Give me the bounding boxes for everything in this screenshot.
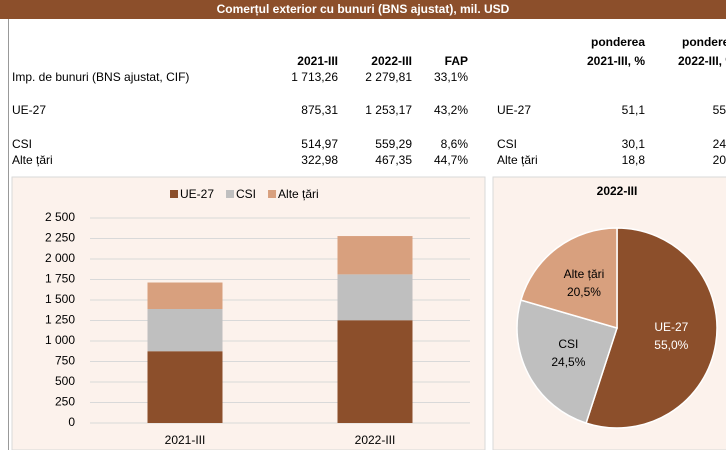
table-cell: 18,8: [622, 153, 646, 167]
y-tick-label: 1 750: [45, 272, 75, 286]
table-cell: 8,6%: [441, 137, 469, 151]
legend-swatch: [170, 190, 178, 198]
y-tick-label: 750: [55, 354, 75, 368]
pie-label: Alte țări: [564, 267, 605, 281]
legend-swatch: [268, 190, 277, 198]
table-cell: Imp. de bunuri (BNS ajustat, CIF): [12, 70, 189, 84]
column-header: ponderea: [682, 35, 726, 49]
table-cell: 33,1%: [434, 70, 468, 84]
table-cell: CSI: [12, 137, 32, 151]
table-cell: 44,7%: [434, 153, 468, 167]
column-header: ponderea: [591, 35, 645, 49]
bar-segment: [337, 236, 413, 275]
y-tick-label: 2 500: [45, 210, 75, 224]
table-cell: 30,1: [622, 137, 646, 151]
y-tick-label: 1 500: [45, 292, 75, 306]
pie-slice: [520, 227, 618, 329]
table-cell: 1 713,26: [291, 70, 338, 84]
pie-title: 2022-III: [597, 184, 638, 198]
pie-value-label: 24,5%: [551, 355, 585, 369]
table-cell: 467,35: [375, 153, 412, 167]
x-tick-label: 2021-III: [165, 433, 206, 447]
table-cell: 559,29: [375, 137, 412, 151]
table-cell: Alte țări: [497, 153, 538, 167]
table-cell: UE-27: [12, 103, 46, 117]
bar-segment: [337, 320, 413, 423]
bar-segment: [147, 308, 223, 352]
column-header: FAP: [445, 54, 468, 68]
table-cell: 55,0: [713, 103, 726, 117]
y-tick-label: 1 000: [45, 333, 75, 347]
sheet-title: Comerțul exterior cu bunuri (BNS ajustat…: [217, 2, 510, 16]
table-cell: 875,31: [301, 103, 338, 117]
table-cell: 2 279,81: [365, 70, 412, 84]
y-tick-label: 1 250: [45, 313, 75, 327]
table-cell: 43,2%: [434, 103, 468, 117]
table-cell: 24,5: [713, 137, 726, 151]
y-tick-label: 250: [55, 395, 75, 409]
table-cell: 1 253,17: [365, 103, 412, 117]
y-tick-label: 500: [55, 374, 75, 388]
legend-label: Alte țări: [278, 187, 319, 201]
bar-segment: [337, 274, 413, 321]
pie-label: CSI: [558, 337, 578, 351]
legend-label: CSI: [236, 187, 256, 201]
y-tick-label: 0: [68, 415, 75, 429]
bar-segment: [147, 351, 223, 423]
legend-label: UE-27: [180, 187, 214, 201]
legend-swatch: [226, 190, 235, 198]
pie-label: UE-27: [654, 320, 688, 334]
pie-value-label: 20,5%: [567, 285, 601, 299]
y-tick-label: 2 000: [45, 251, 75, 265]
table-cell: 322,98: [301, 153, 338, 167]
x-tick-label: 2022-III: [355, 433, 396, 447]
column-header: 2021-III: [297, 54, 338, 68]
column-header: 2021-III, %: [587, 54, 645, 68]
title-bar: [0, 0, 726, 19]
y-tick-label: 2 250: [45, 231, 75, 245]
table-cell: 514,97: [301, 137, 338, 151]
column-header: 2022-III, %: [678, 54, 726, 68]
table-cell: 20,5: [713, 153, 726, 167]
table-cell: CSI: [497, 137, 517, 151]
pie-slice: [516, 299, 618, 425]
table-cell: 51,1: [622, 103, 646, 117]
pie-slice: [585, 227, 718, 429]
pie-value-label: 55,0%: [654, 338, 688, 352]
table-cell: Alte țări: [12, 153, 53, 167]
column-header: 2022-III: [371, 54, 412, 68]
bar-segment: [147, 282, 223, 309]
table-cell: UE-27: [497, 103, 531, 117]
